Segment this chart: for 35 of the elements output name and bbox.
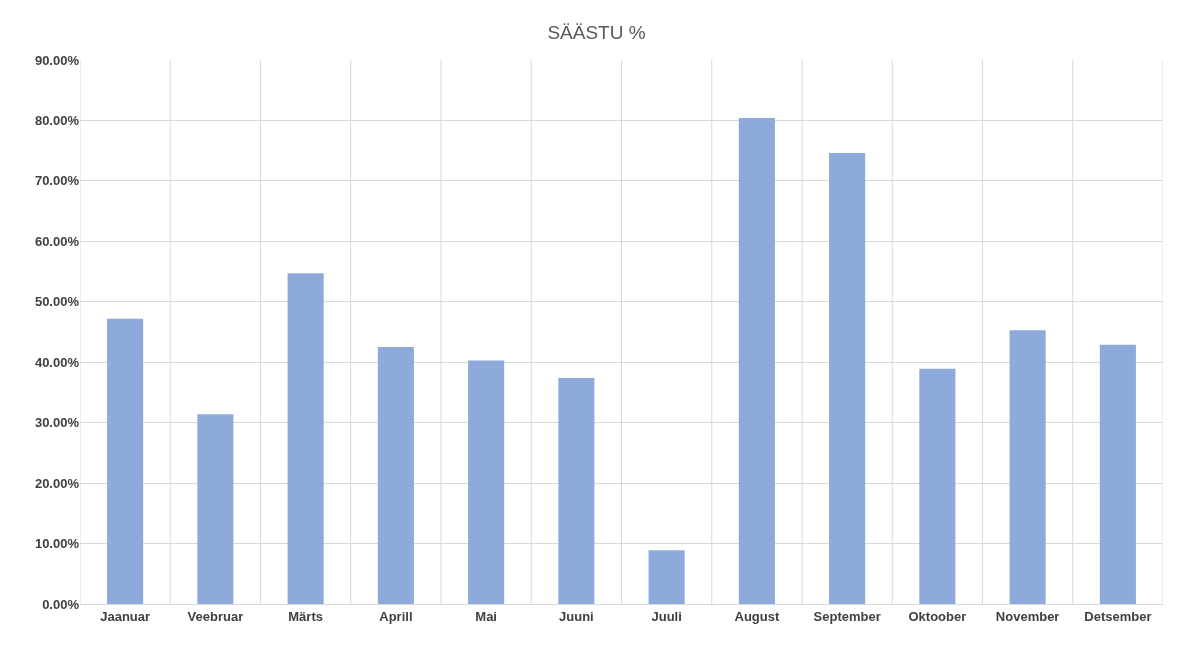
bar [829, 153, 866, 604]
bar [377, 347, 414, 604]
y-tick-label: 90.00% [34, 52, 80, 68]
x-tick-label: Aprill [379, 608, 413, 624]
x-tick-label: November [995, 608, 1060, 624]
x-tick-label: Detsember [1084, 608, 1152, 624]
y-tick-label: 60.00% [34, 233, 80, 249]
y-tick-label: 40.00% [34, 354, 80, 370]
x-tick-label: Oktoober [908, 608, 967, 624]
x-tick-label: Juuli [651, 608, 682, 624]
y-tick-label: 70.00% [34, 173, 80, 189]
x-tick-label: September [813, 608, 881, 624]
bar [1009, 330, 1046, 604]
bar [1099, 344, 1136, 604]
x-tick-label: Märts [288, 608, 323, 624]
x-tick-label: Mai [475, 608, 497, 624]
y-tick-label: 30.00% [34, 415, 80, 431]
bar [107, 318, 144, 604]
bar [197, 414, 234, 604]
x-tick-label: Juuni [559, 608, 594, 624]
x-tick-label: August [734, 608, 780, 624]
bar [287, 273, 324, 604]
bar [738, 118, 775, 604]
x-tick-label: Veebruar [187, 608, 244, 624]
bar [648, 550, 685, 604]
y-tick-label: 10.00% [34, 536, 80, 552]
y-tick-label: 0.00% [42, 596, 80, 612]
chart-title: SÄÄSTU % [547, 22, 646, 44]
y-tick-label: 20.00% [34, 475, 80, 491]
y-tick-label: 80.00% [34, 112, 80, 128]
bar [468, 360, 505, 604]
x-tick-label: Jaanuar [100, 608, 151, 624]
y-tick-label: 50.00% [34, 294, 80, 310]
bar [919, 368, 956, 604]
bar [558, 377, 595, 604]
